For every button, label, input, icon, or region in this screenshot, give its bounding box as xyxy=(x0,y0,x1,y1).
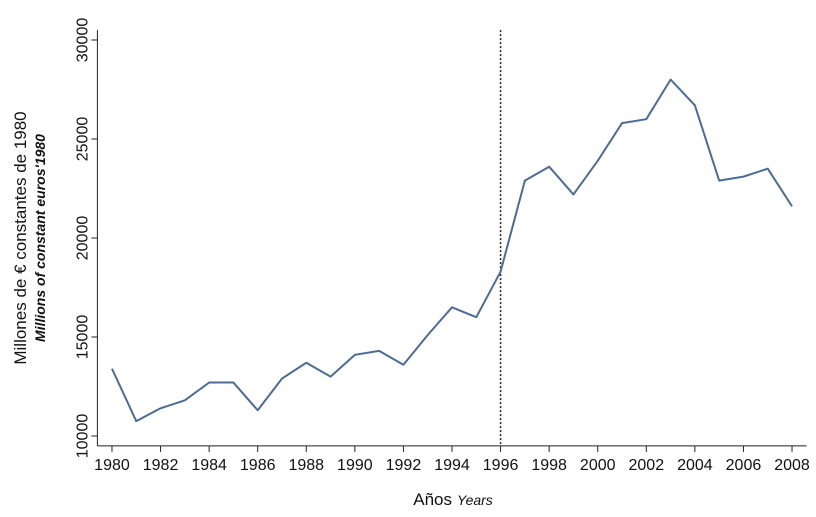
x-tick-label: 1988 xyxy=(288,457,324,474)
x-tick-label: 2002 xyxy=(629,457,665,474)
x-tick-label: 1986 xyxy=(240,457,276,474)
y-tick-label: 30000 xyxy=(74,18,91,63)
x-tick-label: 2004 xyxy=(677,457,713,474)
x-tick-label: 2006 xyxy=(726,457,762,474)
x-tick-label: 1998 xyxy=(531,457,567,474)
x-axis-label-en: Years xyxy=(457,492,493,508)
y-tick-label: 10000 xyxy=(74,414,91,459)
y-axis-label: Millones de € constantes de 1980 xyxy=(11,111,30,364)
y-axis-label-en: Millions of constant euros'1980 xyxy=(32,134,48,342)
x-tick-label: 1982 xyxy=(143,457,179,474)
x-tick-label: 1984 xyxy=(191,457,227,474)
x-tick-label: 1980 xyxy=(94,457,130,474)
y-tick-label: 15000 xyxy=(74,315,91,360)
y-tick-label: 25000 xyxy=(74,117,91,162)
data-line xyxy=(111,78,793,423)
y-tick-label: 20000 xyxy=(74,216,91,261)
x-tick-label: 1990 xyxy=(337,457,373,474)
x-tick-label: 2000 xyxy=(580,457,616,474)
x-tick-label: 1992 xyxy=(386,457,422,474)
x-tick-label: 1996 xyxy=(483,457,519,474)
x-tick-label: 1994 xyxy=(434,457,470,474)
x-axis-label: Años xyxy=(413,490,452,509)
x-tick-label: 2008 xyxy=(774,457,810,474)
